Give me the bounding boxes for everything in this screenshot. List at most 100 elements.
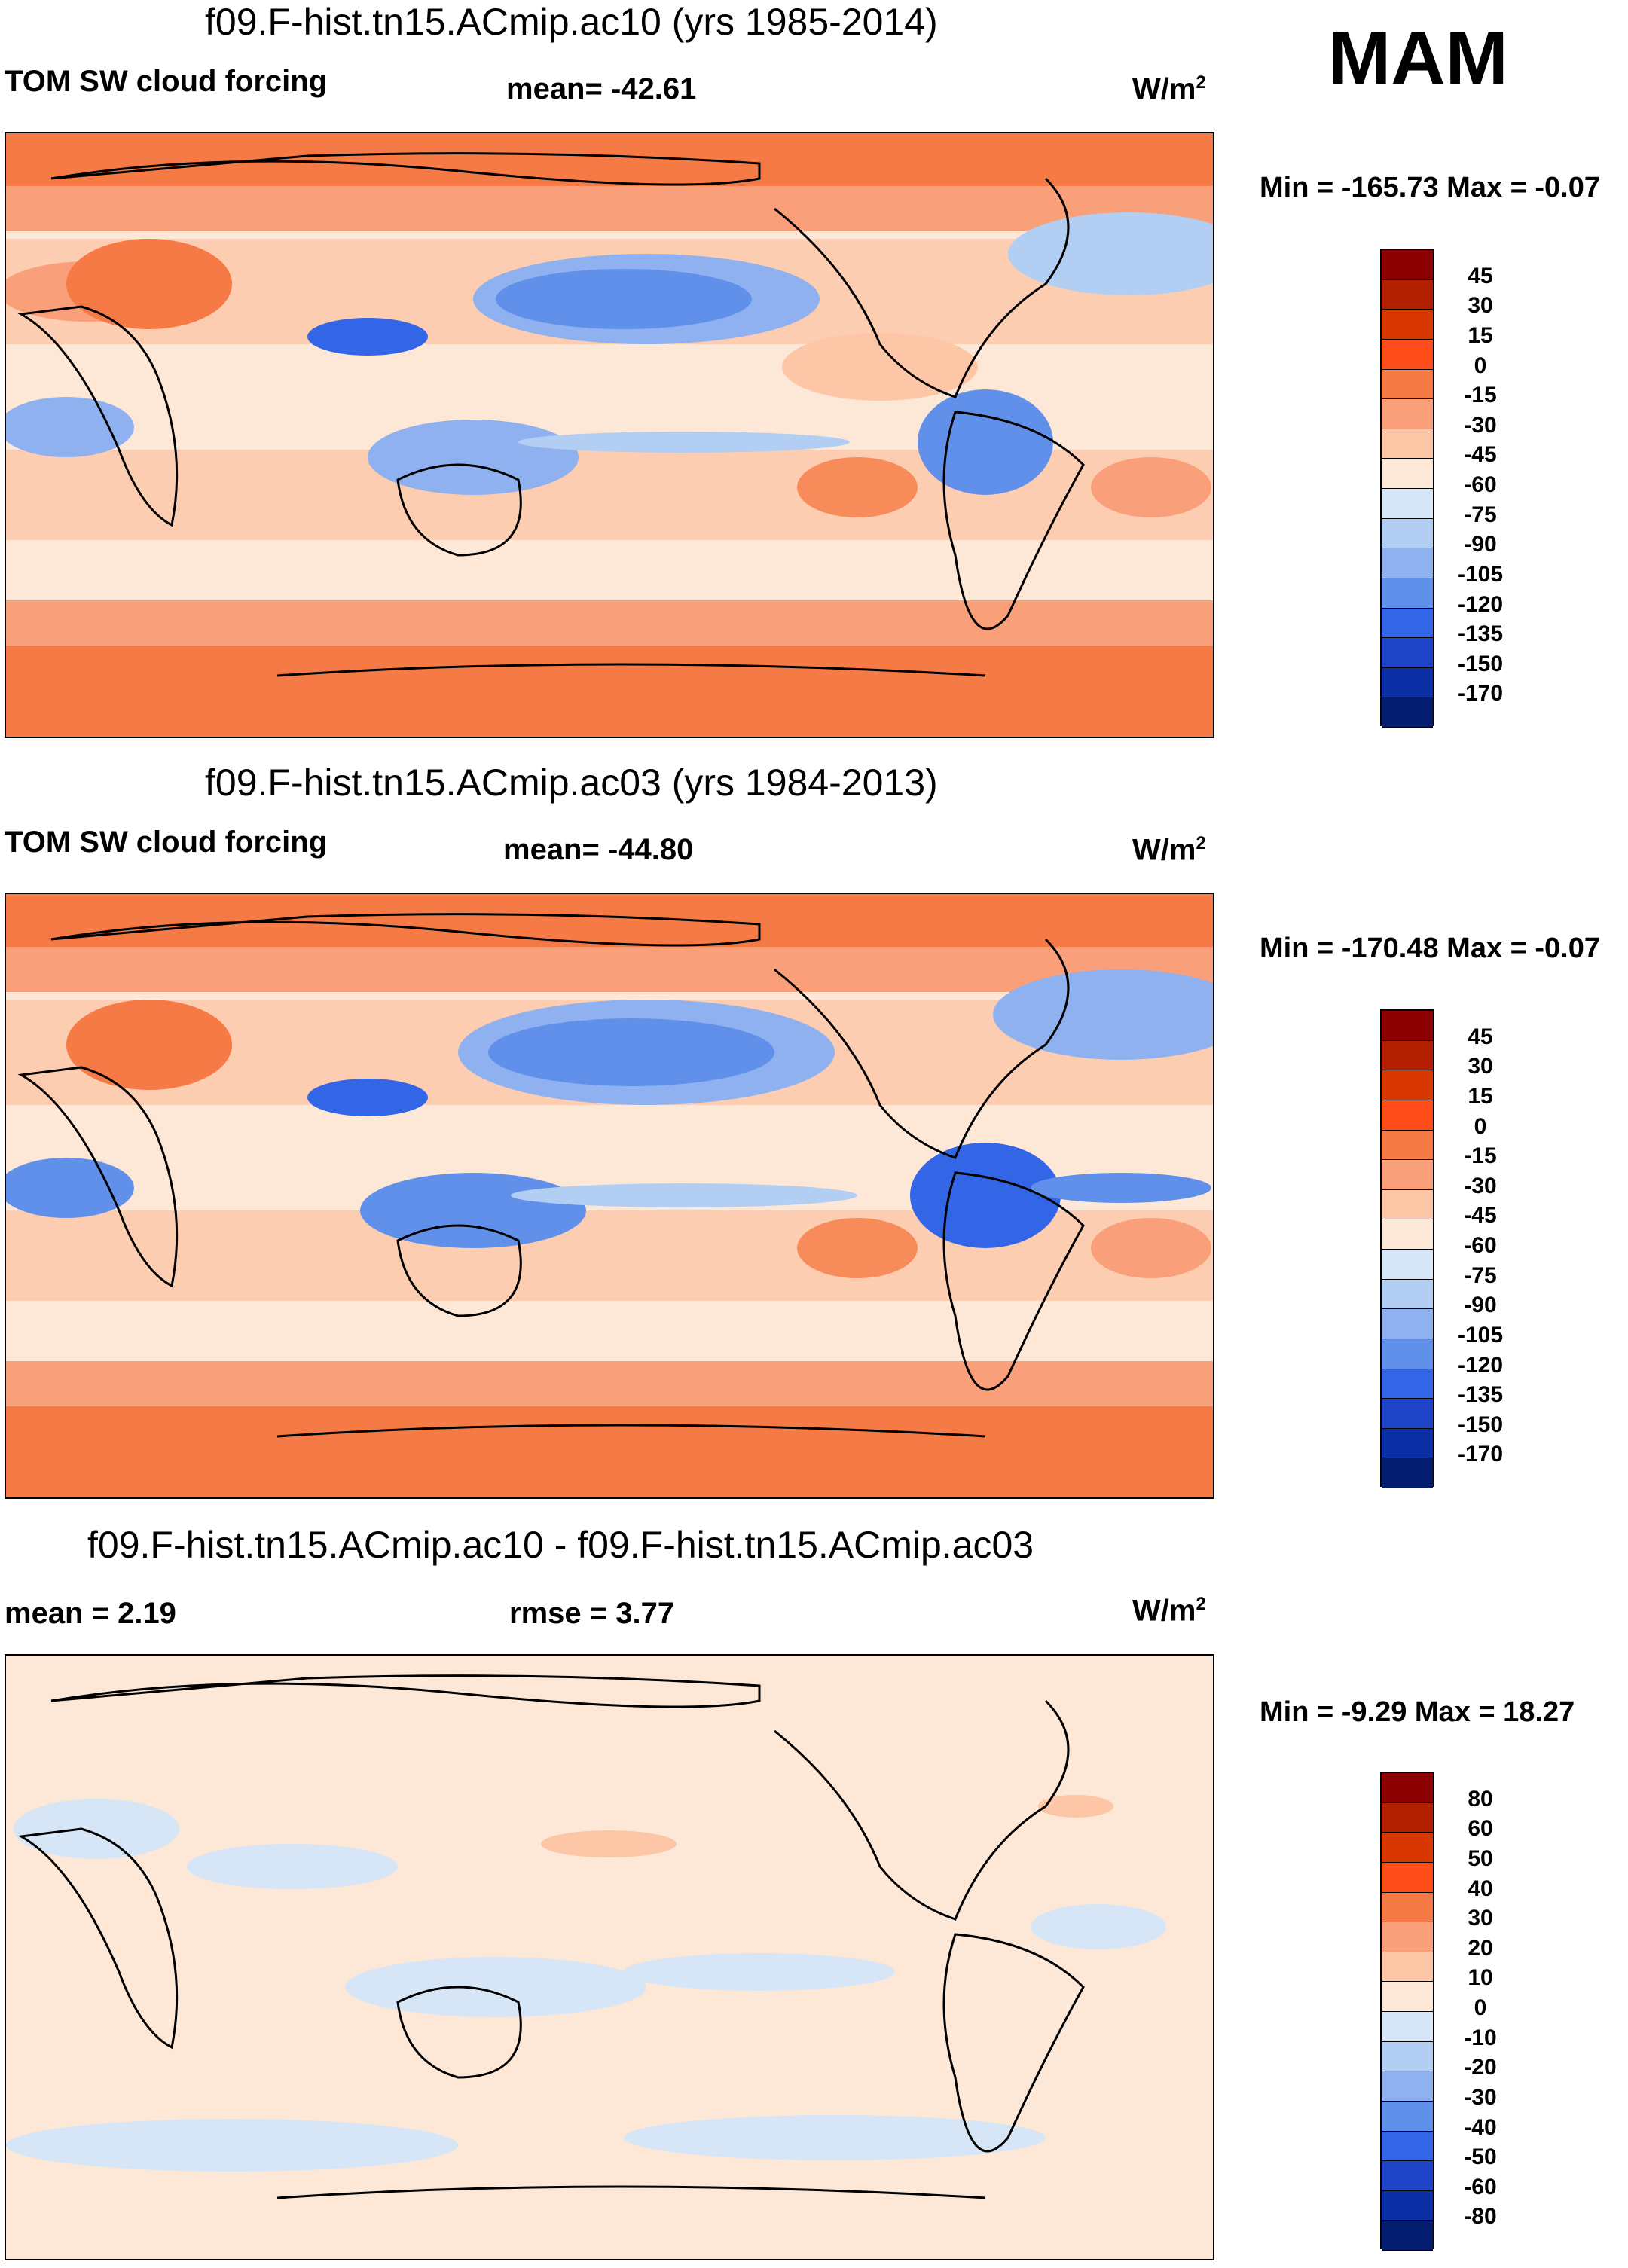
colorbar-swatch (1382, 1309, 1433, 1339)
panel-1-colorbar (1380, 249, 1434, 728)
colorbar-swatch (1382, 1160, 1433, 1190)
colorbar-swatch (1382, 2101, 1433, 2132)
colorbar-swatch (1382, 369, 1433, 400)
colorbar-tick-label: -15 (1464, 1143, 1497, 1169)
colorbar-swatch (1382, 250, 1433, 280)
colorbar-swatch (1382, 1279, 1433, 1310)
panel-2-minmax: Min = -170.48 Max = -0.07 (1260, 933, 1601, 964)
panel-2-colorbar (1380, 1009, 1434, 1488)
colorbar-swatch (1382, 1428, 1433, 1459)
colorbar-tick-label: 0 (1474, 1995, 1487, 2020)
colorbar-swatch (1382, 279, 1433, 310)
colorbar-tick-label: -30 (1464, 1173, 1497, 1198)
colorbar-tick-label: 20 (1468, 1935, 1493, 1961)
colorbar-swatch (1382, 1399, 1433, 1429)
colorbar-swatch (1382, 1130, 1433, 1161)
colorbar-swatch (1382, 1773, 1433, 1803)
colorbar-tick-label: -150 (1457, 1412, 1504, 1437)
panel-3-mean: mean = 2.19 (5, 1597, 176, 1630)
colorbar-swatch (1382, 578, 1433, 609)
colorbar-tick-label: -40 (1464, 2114, 1497, 2140)
colorbar-tick-label: -45 (1464, 1203, 1497, 1229)
colorbar-tick-label: 30 (1468, 293, 1493, 319)
colorbar-tick-label: -90 (1464, 532, 1497, 557)
colorbar-swatch (1382, 1100, 1433, 1131)
colorbar-tick-label: -135 (1457, 621, 1504, 647)
panel-3-map-field (6, 1656, 1213, 2259)
colorbar-swatch (1382, 1040, 1433, 1071)
season-label: MAM (1328, 16, 1508, 100)
colorbar-swatch (1382, 1892, 1433, 1923)
colorbar-tick-label: 0 (1474, 1113, 1487, 1139)
colorbar-swatch (1382, 2161, 1433, 2191)
panel-3-minmax: Min = -9.29 Max = 18.27 (1260, 1696, 1575, 1728)
colorbar-swatch (1382, 1369, 1433, 1400)
panel-3-units: W/m2 (1132, 1594, 1206, 1628)
panel-1-title: f09.F-hist.tn15.ACmip.ac10 (yrs 1985-201… (205, 1, 938, 43)
colorbar-swatch (1382, 459, 1433, 489)
panel-3-rmse: rmse = 3.77 (509, 1597, 675, 1630)
panel-1-mean: mean= -42.61 (506, 72, 697, 105)
panel-1-variable-label: TOM SW cloud forcing (5, 65, 328, 98)
colorbar-tick-label: -15 (1464, 383, 1497, 408)
colorbar-swatch (1382, 399, 1433, 429)
colorbar-tick-label: 60 (1468, 1816, 1493, 1842)
colorbar-tick-label: -105 (1457, 1322, 1504, 1348)
colorbar-swatch (1382, 1189, 1433, 1220)
panel-2-map-field (6, 894, 1213, 1497)
panel-2-units: W/m2 (1132, 833, 1206, 867)
panel-1-map-field (6, 133, 1213, 737)
colorbar-swatch (1382, 339, 1433, 370)
colorbar-swatch (1382, 1862, 1433, 1893)
colorbar-swatch (1382, 2071, 1433, 2102)
colorbar-swatch (1382, 2012, 1433, 2042)
panel-2-title: f09.F-hist.tn15.ACmip.ac03 (yrs 1984-201… (205, 762, 938, 804)
colorbar-swatch (1382, 608, 1433, 639)
colorbar-swatch (1382, 638, 1433, 668)
colorbar-tick-label: 80 (1468, 1786, 1493, 1812)
colorbar-swatch (1382, 697, 1433, 728)
colorbar-tick-label: -150 (1457, 651, 1504, 676)
colorbar-swatch (1382, 1458, 1433, 1488)
colorbar-tick-label: -105 (1457, 561, 1504, 587)
colorbar-tick-label: -20 (1464, 2055, 1497, 2080)
colorbar-tick-label: -90 (1464, 1293, 1497, 1318)
colorbar-tick-label: -170 (1457, 681, 1504, 707)
panel-1-minmax: Min = -165.73 Max = -0.07 (1260, 172, 1601, 203)
colorbar-tick-label: -30 (1464, 2084, 1497, 2110)
colorbar-tick-label: -60 (1464, 472, 1497, 497)
colorbar-tick-label: 0 (1474, 353, 1487, 378)
colorbar-tick-label: 45 (1468, 1024, 1493, 1049)
colorbar-tick-label: -75 (1464, 1262, 1497, 1288)
colorbar-swatch (1382, 518, 1433, 549)
colorbar-tick-label: 10 (1468, 1965, 1493, 1991)
colorbar-swatch (1382, 1952, 1433, 1983)
colorbar-tick-label: -135 (1457, 1382, 1504, 1408)
colorbar-swatch (1382, 310, 1433, 340)
panel-3-title: f09.F-hist.tn15.ACmip.ac10 - f09.F-hist.… (87, 1524, 1034, 1566)
colorbar-swatch (1382, 1250, 1433, 1280)
colorbar-tick-label: 45 (1468, 263, 1493, 288)
colorbar-swatch (1382, 1339, 1433, 1369)
panel-1-map (5, 132, 1214, 738)
colorbar-tick-label: -45 (1464, 442, 1497, 468)
colorbar-swatch (1382, 1070, 1433, 1100)
panel-3-colorbar (1380, 1772, 1434, 2251)
colorbar-tick-label: -80 (1464, 2204, 1497, 2230)
colorbar-tick-label: 15 (1468, 322, 1493, 348)
colorbar-swatch (1382, 1982, 1433, 2012)
colorbar-tick-label: -120 (1457, 1352, 1504, 1378)
colorbar-swatch (1382, 429, 1433, 459)
colorbar-swatch (1382, 2190, 1433, 2221)
colorbar-tick-label: -60 (1464, 2174, 1497, 2199)
colorbar-tick-label: 30 (1468, 1054, 1493, 1079)
colorbar-tick-label: -60 (1464, 1233, 1497, 1258)
colorbar-tick-label: 30 (1468, 1906, 1493, 1931)
panel-1-units: W/m2 (1132, 72, 1206, 106)
colorbar-tick-label: -120 (1457, 591, 1504, 617)
colorbar-swatch (1382, 1011, 1433, 1041)
colorbar-tick-label: 15 (1468, 1083, 1493, 1109)
colorbar-swatch (1382, 2131, 1433, 2162)
colorbar-swatch (1382, 548, 1433, 578)
colorbar-swatch (1382, 1833, 1433, 1863)
